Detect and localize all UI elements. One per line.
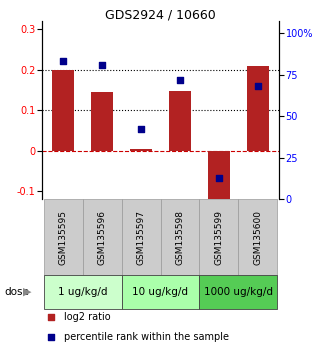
Point [216,175,221,181]
Bar [239,199,277,275]
Point [178,77,183,82]
Text: 10 ug/kg/d: 10 ug/kg/d [133,287,188,297]
Bar [199,275,277,309]
Bar [247,66,269,151]
Bar [208,151,230,201]
Text: GSM135596: GSM135596 [98,210,107,265]
Point [49,314,54,319]
Text: GSM135595: GSM135595 [59,210,68,265]
Bar [122,199,160,275]
Text: log2 ratio: log2 ratio [64,312,111,322]
Text: GSM135598: GSM135598 [176,210,185,265]
Bar [44,275,122,309]
Text: GSM135599: GSM135599 [214,210,223,265]
Point [255,83,260,89]
Text: dose: dose [5,287,30,297]
Point [100,62,105,67]
Text: ▶: ▶ [23,287,31,297]
Point [61,58,66,64]
Bar [199,199,239,275]
Text: 1000 ug/kg/d: 1000 ug/kg/d [204,287,273,297]
Point [138,127,143,132]
Bar [160,199,199,275]
Bar [169,91,191,151]
Point [49,335,54,340]
Bar [130,149,152,151]
Bar [122,275,199,309]
Bar [91,92,113,151]
Text: GSM135597: GSM135597 [136,210,145,265]
Text: percentile rank within the sample: percentile rank within the sample [64,332,229,342]
Text: 1 ug/kg/d: 1 ug/kg/d [58,287,107,297]
Text: GSM135600: GSM135600 [253,210,262,265]
Title: GDS2924 / 10660: GDS2924 / 10660 [105,8,216,21]
Bar [82,199,122,275]
Bar [52,70,74,151]
Bar [44,199,82,275]
